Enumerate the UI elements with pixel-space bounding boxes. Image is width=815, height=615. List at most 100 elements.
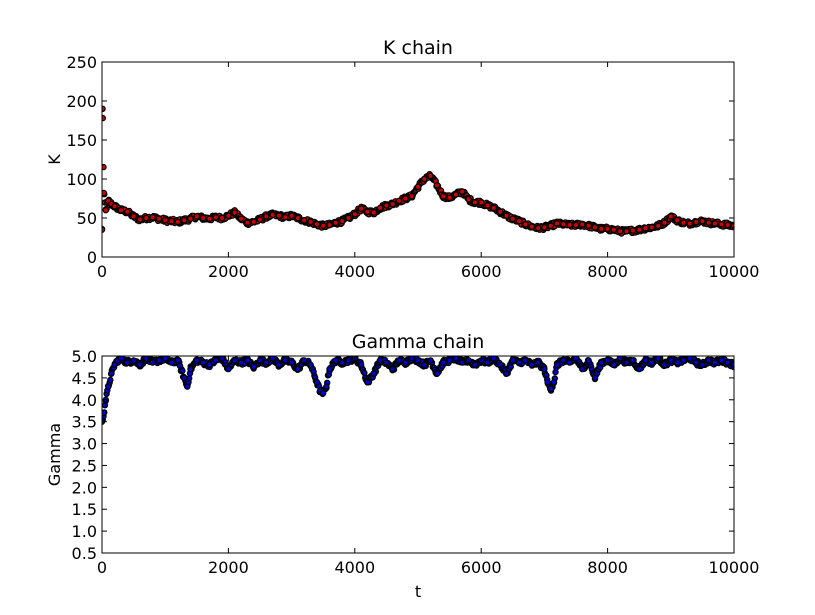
k-point <box>301 217 308 224</box>
k-point <box>724 221 731 229</box>
gamma-point <box>471 361 479 368</box>
k-point <box>705 219 712 226</box>
gamma-point <box>610 361 618 368</box>
k-y-tick-label: 50 <box>77 209 97 228</box>
k-y-axis-label: K <box>45 154 64 165</box>
k-point <box>547 222 554 229</box>
k-point <box>307 218 314 226</box>
gamma-point <box>623 359 630 366</box>
gamma-point <box>364 379 371 386</box>
gamma-x-tick-label: 8000 <box>587 558 628 577</box>
k-point <box>130 213 137 220</box>
gamma-point <box>389 365 396 373</box>
k-point <box>351 210 358 218</box>
k-point <box>636 226 643 233</box>
k-point <box>345 214 352 222</box>
gamma-point <box>323 383 330 390</box>
gamma-point <box>294 365 302 373</box>
gamma-point <box>225 365 232 373</box>
k-point <box>503 212 510 219</box>
k-point <box>610 226 618 233</box>
k-point <box>326 221 333 229</box>
k-point <box>655 222 662 229</box>
k-point <box>661 219 668 226</box>
gamma-x-axis-label: t <box>415 582 421 601</box>
k-point <box>553 220 561 227</box>
gamma-x-tick-label: 4000 <box>334 558 375 577</box>
k-point <box>187 215 194 222</box>
gamma-point <box>345 357 352 364</box>
gamma-point <box>307 361 314 368</box>
gamma-y-tick-label: 4.5 <box>72 369 97 388</box>
gamma-y-tick-label: 0.5 <box>72 544 97 563</box>
k-point <box>250 218 257 226</box>
gamma-point <box>370 370 377 377</box>
k-point <box>421 175 428 183</box>
gamma-point <box>301 357 308 364</box>
gamma-point <box>168 359 175 366</box>
gamma-point <box>547 385 554 392</box>
k-x-tick-label: 6000 <box>461 262 502 281</box>
k-point <box>699 217 706 225</box>
gamma-point <box>143 356 150 362</box>
gamma-point <box>636 365 643 373</box>
gamma-y-axis-label: Gamma <box>45 423 64 486</box>
k-point <box>364 208 371 215</box>
gamma-point <box>686 356 693 362</box>
gamma-point <box>193 357 200 364</box>
gamma-point <box>117 356 125 362</box>
gamma-point <box>408 356 415 362</box>
k-point <box>692 218 700 226</box>
gamma-point <box>673 359 681 366</box>
k-y-tick-label: 150 <box>66 131 97 150</box>
k-point <box>414 183 422 190</box>
k-point <box>193 213 200 220</box>
k-point <box>730 222 734 229</box>
gamma-point <box>617 356 624 362</box>
k-point <box>629 227 637 234</box>
k-point <box>313 220 321 228</box>
k-point <box>711 220 719 227</box>
gamma-x-tick-label: 10000 <box>709 558 760 577</box>
gamma-point <box>433 370 441 377</box>
k-point <box>244 219 251 226</box>
gamma-point <box>550 379 558 386</box>
k-point <box>598 225 605 233</box>
k-point <box>174 218 181 226</box>
gamma-point <box>357 361 365 368</box>
k-point <box>572 221 580 229</box>
k-point <box>623 228 630 235</box>
gamma-point <box>256 357 264 364</box>
k-axes-frame <box>101 61 735 258</box>
k-point <box>269 211 276 219</box>
k-point <box>136 216 144 223</box>
gamma-point <box>509 357 516 364</box>
gamma-point <box>503 370 510 377</box>
gamma-point <box>667 357 675 364</box>
gamma-y-tick-label: 4.0 <box>72 391 97 410</box>
k-point <box>161 217 169 224</box>
k-point <box>560 220 567 228</box>
k-point <box>452 191 460 198</box>
k-point <box>124 208 131 215</box>
gamma-point <box>187 365 194 373</box>
gamma-point <box>414 357 422 364</box>
gamma-point <box>553 361 561 368</box>
k-point <box>237 215 245 222</box>
gamma-x-tick-label: 6000 <box>461 558 502 577</box>
gamma-point <box>629 357 637 364</box>
k-point <box>339 217 346 225</box>
gamma-point <box>642 357 649 364</box>
gamma-point <box>579 365 586 373</box>
gamma-point <box>383 359 390 366</box>
gamma-point <box>282 357 289 364</box>
k-point <box>579 220 586 228</box>
gamma-point <box>326 365 333 373</box>
k-x-tick-label: 2000 <box>208 262 249 281</box>
gamma-point <box>497 361 504 368</box>
gamma-point <box>648 359 656 366</box>
k-point <box>465 196 472 203</box>
gamma-point <box>585 357 592 364</box>
k-point <box>149 213 156 221</box>
